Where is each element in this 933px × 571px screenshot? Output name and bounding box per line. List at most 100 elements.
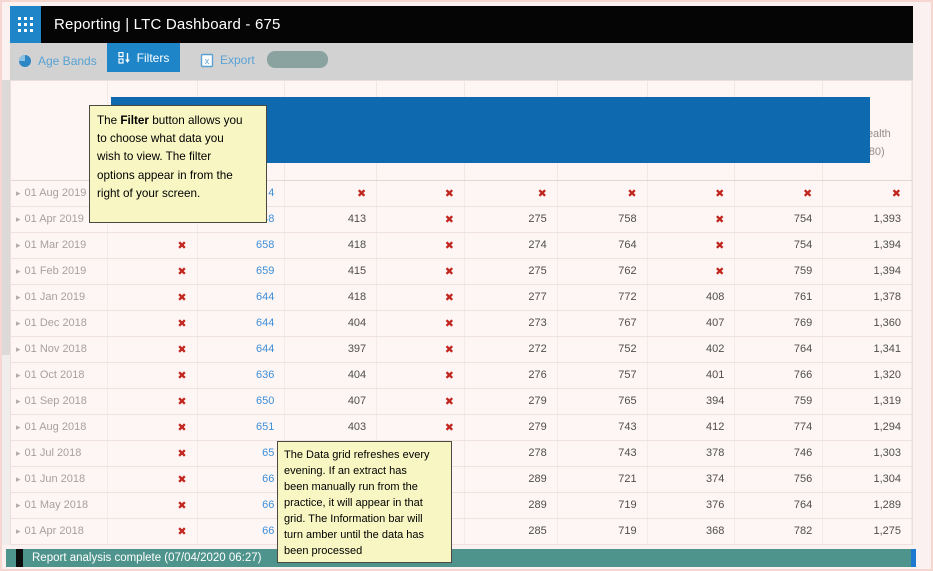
value-cell: ✖: [377, 285, 465, 310]
value-cell: 756: [735, 467, 824, 492]
value-cell: 782: [735, 519, 824, 544]
value-cell: 719: [558, 519, 648, 544]
value-cell: 413: [285, 207, 378, 232]
value-cell: 767: [558, 311, 648, 336]
row-expander-icon[interactable]: ▸: [16, 500, 21, 510]
cross-icon: ✖: [177, 525, 187, 538]
date-cell[interactable]: ▸ 01 Apr 2018: [11, 519, 108, 544]
value-cell: 743: [558, 441, 648, 466]
date-cell[interactable]: ▸ 01 Dec 2018: [11, 311, 108, 336]
grid-header-cell: [823, 81, 913, 180]
value-cell: 1,303: [823, 441, 913, 466]
date-cell[interactable]: ▸ 01 Nov 2018: [11, 337, 108, 362]
value-cell: 743: [558, 415, 648, 440]
cross-icon: ✖: [444, 239, 454, 252]
value-cell: ✖: [108, 285, 198, 310]
table-row: ▸ 01 Sep 2018 ✖ 650 407 ✖ 279 765 394 759 1,319: [11, 389, 913, 415]
value-cell: 759: [735, 389, 824, 414]
cross-icon: ✖: [715, 213, 725, 226]
value-cell: 277: [465, 285, 558, 310]
link-value-cell[interactable]: 65: [198, 441, 286, 466]
value-cell: 278: [465, 441, 558, 466]
table-row: ▸ 01 Oct 2018 ✖ 636 404 ✖ 276 757 401 766 1,320: [11, 363, 913, 389]
value-cell: 404: [285, 311, 378, 336]
date-cell[interactable]: ▸ 01 Feb 2019: [11, 259, 108, 284]
row-expander-icon[interactable]: ▸: [16, 396, 21, 406]
date-cell[interactable]: ▸ 01 Jul 2018: [11, 441, 108, 466]
value-cell: 407: [285, 389, 378, 414]
value-cell: 378: [648, 441, 736, 466]
cross-icon: ✖: [444, 343, 454, 356]
value-cell: 407: [648, 311, 736, 336]
link-value-cell[interactable]: 650: [198, 389, 286, 414]
row-expander-icon[interactable]: ▸: [16, 318, 21, 328]
row-expander-icon[interactable]: ▸: [16, 214, 21, 224]
date-cell[interactable]: ▸ 01 May 2018: [11, 493, 108, 518]
row-expander-icon[interactable]: ▸: [16, 188, 21, 198]
table-row: ▸ 01 Dec 2018 ✖ 644 404 ✖ 273 767 407 769 1,360: [11, 311, 913, 337]
date-cell[interactable]: ▸ 01 Aug 2018: [11, 415, 108, 440]
value-cell: 272: [465, 337, 558, 362]
tooltip-filter-bold: Filter: [120, 114, 149, 127]
table-row: ▸ 01 Aug 2018 ✖ 651 403 ✖ 279 743 412 774 1,294: [11, 415, 913, 441]
row-expander-icon[interactable]: ▸: [16, 474, 21, 484]
vertical-scrollbar[interactable]: [2, 80, 10, 545]
value-cell: 1,275: [823, 519, 913, 544]
link-value-cell[interactable]: 636: [198, 363, 286, 388]
date-label: 01 Jul 2018: [24, 447, 82, 459]
date-cell[interactable]: ▸ 01 Mar 2019: [11, 233, 108, 258]
link-value-cell[interactable]: 66: [198, 493, 286, 518]
link-value-cell[interactable]: 644: [198, 285, 286, 310]
cross-icon: ✖: [177, 473, 187, 486]
row-expander-icon[interactable]: ▸: [16, 292, 21, 302]
value-cell: 765: [558, 389, 648, 414]
value-cell: ✖: [377, 415, 465, 440]
link-value-cell[interactable]: 644: [198, 311, 286, 336]
date-cell[interactable]: ▸ 01 Jun 2018: [11, 467, 108, 492]
value-cell: [377, 441, 465, 466]
row-expander-icon[interactable]: ▸: [16, 240, 21, 250]
value-cell: 757: [558, 363, 648, 388]
link-value-cell[interactable]: 4: [198, 181, 286, 206]
date-cell[interactable]: ▸ 01 Jan 2019: [11, 285, 108, 310]
filters-button[interactable]: Filters: [107, 43, 180, 72]
cross-icon: ✖: [444, 395, 454, 408]
row-expander-icon[interactable]: ▸: [16, 266, 21, 276]
value-cell: 1,294: [823, 415, 913, 440]
value-cell: 766: [735, 363, 824, 388]
cross-icon: ✖: [444, 421, 454, 434]
link-value-cell[interactable]: 651: [198, 415, 286, 440]
date-label: 01 Jun 2018: [24, 473, 86, 485]
export-button[interactable]: x Export: [200, 50, 255, 70]
value-cell: 418: [285, 233, 378, 258]
cross-icon: ✖: [177, 291, 187, 304]
app-grid-icon[interactable]: [10, 6, 41, 43]
scrollbar-thumb[interactable]: [2, 80, 10, 355]
date-cell[interactable]: ▸ 01 Sep 2018: [11, 389, 108, 414]
row-expander-icon[interactable]: ▸: [16, 526, 21, 536]
age-bands-button[interactable]: Age Bands: [18, 51, 97, 71]
value-cell: 374: [648, 467, 736, 492]
value-cell: ✖: [108, 467, 198, 492]
value-cell: [377, 493, 465, 518]
tooltip-data-grid: The Data grid refreshes every evening. I…: [277, 441, 452, 563]
link-value-cell[interactable]: 66: [198, 519, 286, 544]
row-expander-icon[interactable]: ▸: [16, 422, 21, 432]
value-cell: ✖: [108, 389, 198, 414]
link-value-cell[interactable]: 659: [198, 259, 286, 284]
export-label: Export: [220, 53, 255, 67]
value-cell: 761: [735, 285, 824, 310]
link-value-cell[interactable]: 644: [198, 337, 286, 362]
date-cell[interactable]: ▸ 01 Oct 2018: [11, 363, 108, 388]
link-value-cell[interactable]: 66: [198, 467, 286, 492]
value-cell: 746: [735, 441, 824, 466]
value-cell: ✖: [377, 389, 465, 414]
value-cell: 275: [465, 207, 558, 232]
row-expander-icon[interactable]: ▸: [16, 448, 21, 458]
value-cell: 276: [465, 363, 558, 388]
row-expander-icon[interactable]: ▸: [16, 370, 21, 380]
value-cell: ✖: [648, 181, 736, 206]
link-value-cell[interactable]: 658: [198, 233, 286, 258]
cross-icon: ✖: [177, 265, 187, 278]
row-expander-icon[interactable]: ▸: [16, 344, 21, 354]
